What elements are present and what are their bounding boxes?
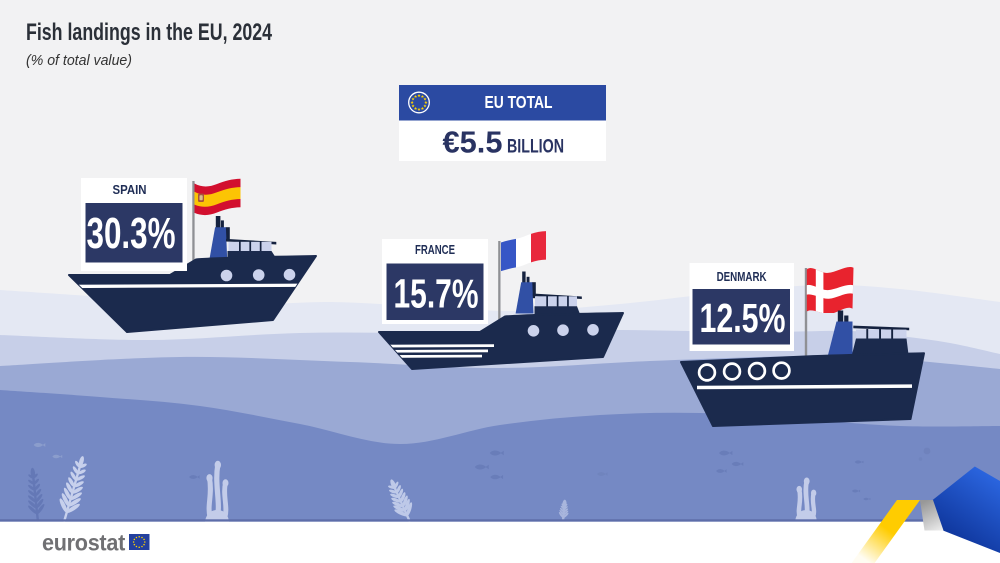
- svg-text:SPAIN: SPAIN: [113, 183, 147, 197]
- svg-text:12.5%: 12.5%: [700, 295, 786, 341]
- svg-text:Fish landings in the EU, 2024: Fish landings in the EU, 2024: [26, 19, 272, 46]
- svg-text:DENMARK: DENMARK: [717, 270, 767, 284]
- svg-text:FRANCE: FRANCE: [415, 243, 455, 257]
- svg-text:15.7%: 15.7%: [394, 270, 479, 316]
- svg-text:(% of total value): (% of total value): [26, 52, 132, 69]
- svg-text:EU TOTAL: EU TOTAL: [485, 92, 553, 112]
- svg-text:eurostat: eurostat: [42, 530, 125, 556]
- svg-text:30.3%: 30.3%: [87, 210, 176, 258]
